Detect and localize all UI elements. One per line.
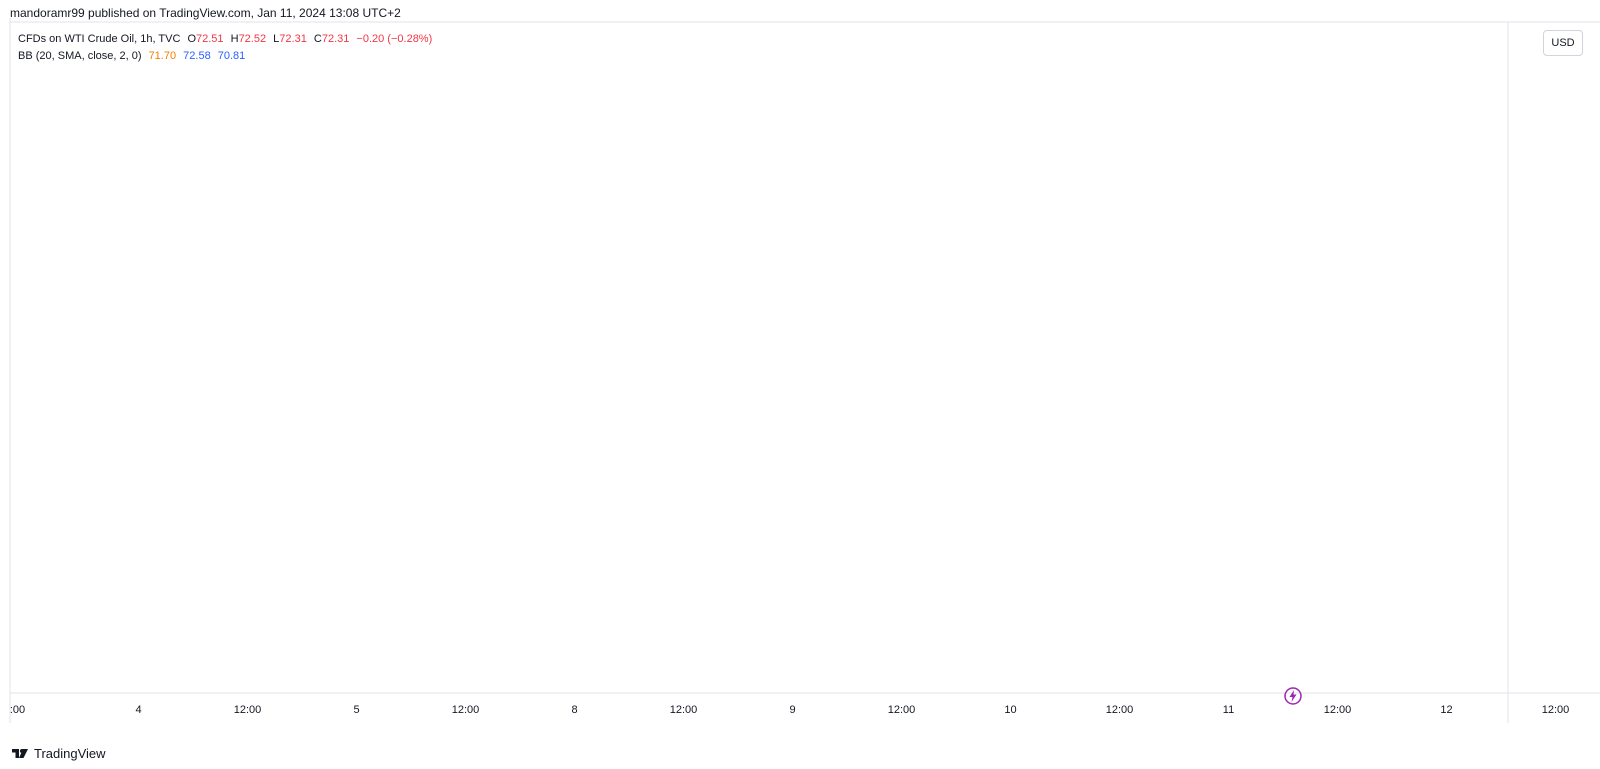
x-tick-label: 5 bbox=[353, 704, 359, 716]
symbol-name: CFDs on WTI Crude Oil, 1h, TVC bbox=[18, 33, 181, 45]
x-tick-label: 8 bbox=[571, 704, 577, 716]
symbol-legend[interactable]: CFDs on WTI Crude Oil, 1h, TVC O72.51 H7… bbox=[18, 33, 432, 45]
tradingview-logo-icon bbox=[12, 748, 28, 758]
open-label: O bbox=[187, 33, 197, 45]
x-tick-label: 12 bbox=[1440, 704, 1452, 716]
x-tick-label: 12:00 bbox=[888, 704, 916, 716]
x-tick-label: 9 bbox=[789, 704, 795, 716]
x-tick-label: 12:00 bbox=[1542, 704, 1570, 716]
bb-lower-value: 70.81 bbox=[217, 50, 246, 62]
bb-legend[interactable]: BB (20, SMA, close, 2, 0) 71.70 72.58 70… bbox=[18, 50, 245, 62]
bb-label: BB (20, SMA, close, 2, 0) bbox=[18, 50, 142, 62]
low-value: 72.31 bbox=[279, 33, 307, 45]
x-tick-label: 11 bbox=[1223, 704, 1234, 716]
bb-upper-value: 72.58 bbox=[183, 50, 211, 62]
low-label: L bbox=[273, 33, 280, 45]
x-tick-label: 12:00 bbox=[234, 704, 262, 716]
high-value: 72.52 bbox=[238, 33, 267, 45]
x-tick-label: 12:00 bbox=[670, 704, 698, 716]
x-tick-label: 12:00 bbox=[452, 704, 480, 716]
x-tick-label: :00 bbox=[10, 704, 25, 716]
open-value: 72.51 bbox=[196, 33, 224, 45]
close-label: C bbox=[313, 33, 322, 45]
high-label: H bbox=[230, 33, 239, 45]
lightning-icon[interactable] bbox=[1283, 686, 1303, 706]
x-tick-label: 12:00 bbox=[1106, 704, 1134, 716]
publish-info: mandoramr99 published on TradingView.com… bbox=[10, 6, 401, 20]
tradingview-brand[interactable]: TradingView bbox=[12, 746, 106, 761]
x-tick-label: 4 bbox=[135, 704, 141, 716]
x-tick-label: 12:00 bbox=[1324, 704, 1352, 716]
close-value: 72.31 bbox=[321, 33, 350, 45]
brand-name: TradingView bbox=[34, 746, 106, 761]
change-value: −0.20 (−0.28%) bbox=[356, 33, 433, 45]
currency-button[interactable]: USD bbox=[1543, 30, 1583, 56]
x-tick-label: 10 bbox=[1004, 704, 1016, 716]
bb-basis-value: 71.70 bbox=[148, 50, 177, 62]
